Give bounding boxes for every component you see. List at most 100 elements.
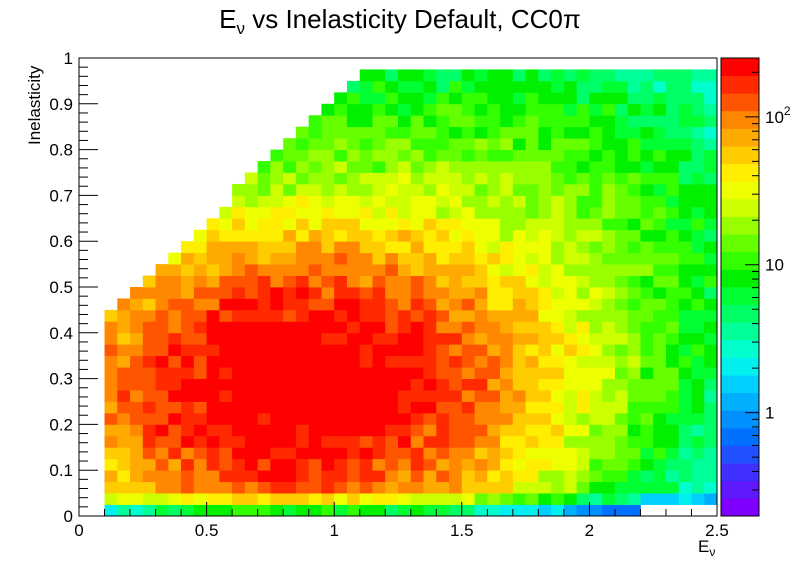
heatmap-cell — [308, 309, 322, 322]
heatmap-cell — [678, 309, 692, 322]
heatmap-cell — [640, 264, 654, 276]
heatmap-cells — [104, 69, 718, 517]
heatmap-cell — [308, 149, 322, 162]
heatmap-cell — [678, 390, 692, 402]
colorbar-frame — [720, 57, 760, 517]
heatmap-cell — [512, 149, 526, 162]
heatmap-cell — [346, 218, 361, 231]
heatmap-cell — [678, 321, 692, 334]
heatmap-cell — [614, 424, 629, 437]
heatmap-cell — [193, 321, 207, 334]
heatmap-cell — [359, 264, 373, 276]
heatmap-cell — [385, 481, 399, 494]
heatmap-cell — [257, 172, 271, 185]
heatmap-cell — [104, 481, 118, 494]
heatmap-cell — [551, 126, 565, 139]
heatmap-cell — [525, 138, 539, 150]
heatmap-cell — [104, 504, 118, 517]
heatmap-cell — [346, 355, 361, 368]
heatmap-cell — [563, 275, 578, 288]
heatmap-cell — [640, 92, 654, 105]
heatmap-cell — [691, 115, 705, 128]
heatmap-cell — [474, 218, 488, 231]
heatmap-cell — [449, 275, 463, 288]
heatmap-cell — [423, 264, 437, 276]
heatmap-cell — [461, 206, 475, 219]
heatmap-cell — [512, 206, 526, 219]
heatmap-cell — [295, 275, 310, 288]
heatmap-cell — [219, 218, 233, 231]
heatmap-cell — [436, 206, 450, 219]
heatmap-cell — [691, 126, 705, 139]
heatmap-cell — [525, 126, 539, 139]
heatmap-cell — [474, 435, 488, 448]
heatmap-cell — [321, 321, 335, 334]
heatmap-cell — [614, 458, 629, 471]
heatmap-cell — [334, 367, 348, 379]
heatmap-cell — [423, 161, 437, 173]
heatmap-cell — [398, 332, 412, 345]
heatmap-cell — [423, 412, 437, 425]
heatmap-cell — [551, 138, 565, 150]
heatmap-cell — [295, 241, 310, 254]
heatmap-cell — [321, 241, 335, 254]
heatmap-cell — [193, 458, 207, 471]
heatmap-cell — [487, 241, 501, 254]
heatmap-cell — [193, 378, 207, 391]
heatmap-cell — [142, 355, 156, 368]
colorbar-swatch — [721, 93, 759, 112]
heatmap-cell — [449, 80, 463, 93]
heatmap-cell — [602, 126, 616, 139]
heatmap-cell — [168, 264, 182, 276]
heatmap-cell — [512, 103, 526, 116]
heatmap-cell — [359, 298, 373, 311]
heatmap-cell — [423, 275, 437, 288]
heatmap-cell — [461, 195, 475, 208]
heatmap-cell — [602, 172, 616, 185]
heatmap-cell — [512, 172, 526, 185]
heatmap-cell — [487, 264, 501, 276]
heatmap-cell — [257, 195, 271, 208]
heatmap-cell — [474, 80, 488, 93]
heatmap-cell — [665, 470, 680, 483]
heatmap-cell — [602, 355, 616, 368]
heatmap-cell — [359, 504, 373, 517]
heatmap-cell — [257, 229, 271, 242]
heatmap-cell — [283, 241, 297, 254]
heatmap-cell — [346, 481, 361, 494]
heatmap-cell — [551, 92, 565, 105]
heatmap-cell — [155, 493, 169, 505]
heatmap-cell — [436, 309, 450, 322]
heatmap-cell — [206, 287, 220, 299]
heatmap-cell — [372, 435, 386, 448]
title-sub: ν — [237, 19, 246, 38]
heatmap-cell — [219, 378, 233, 391]
heatmap-cell — [474, 309, 488, 322]
heatmap-cell — [500, 378, 514, 391]
heatmap-cell — [372, 264, 386, 276]
heatmap-cell — [678, 229, 692, 242]
heatmap-cell — [589, 195, 603, 208]
heatmap-cell — [372, 504, 386, 517]
heatmap-cell — [181, 298, 195, 311]
heatmap-cell — [334, 344, 348, 357]
heatmap-cell — [614, 115, 629, 128]
heatmap-cell — [665, 218, 680, 231]
title-rest: vs Inelasticity Default, CC0π — [245, 4, 581, 34]
heatmap-cell — [283, 447, 297, 460]
heatmap-cell — [538, 252, 552, 265]
heatmap-cell — [308, 504, 322, 517]
heatmap-cell — [244, 275, 259, 288]
heatmap-cell — [704, 69, 718, 82]
heatmap-cell — [436, 355, 450, 368]
heatmap-cell — [270, 149, 284, 162]
heatmap-cell — [295, 401, 310, 414]
heatmap-cell — [168, 458, 182, 471]
heatmap-cell — [398, 92, 412, 105]
colorbar-tick-label: 102 — [765, 104, 791, 127]
heatmap-cell — [359, 103, 373, 116]
xlabel-sub: ν — [709, 545, 715, 559]
heatmap-cell — [181, 481, 195, 494]
heatmap-cell — [398, 264, 412, 276]
heatmap-cell — [346, 92, 361, 105]
